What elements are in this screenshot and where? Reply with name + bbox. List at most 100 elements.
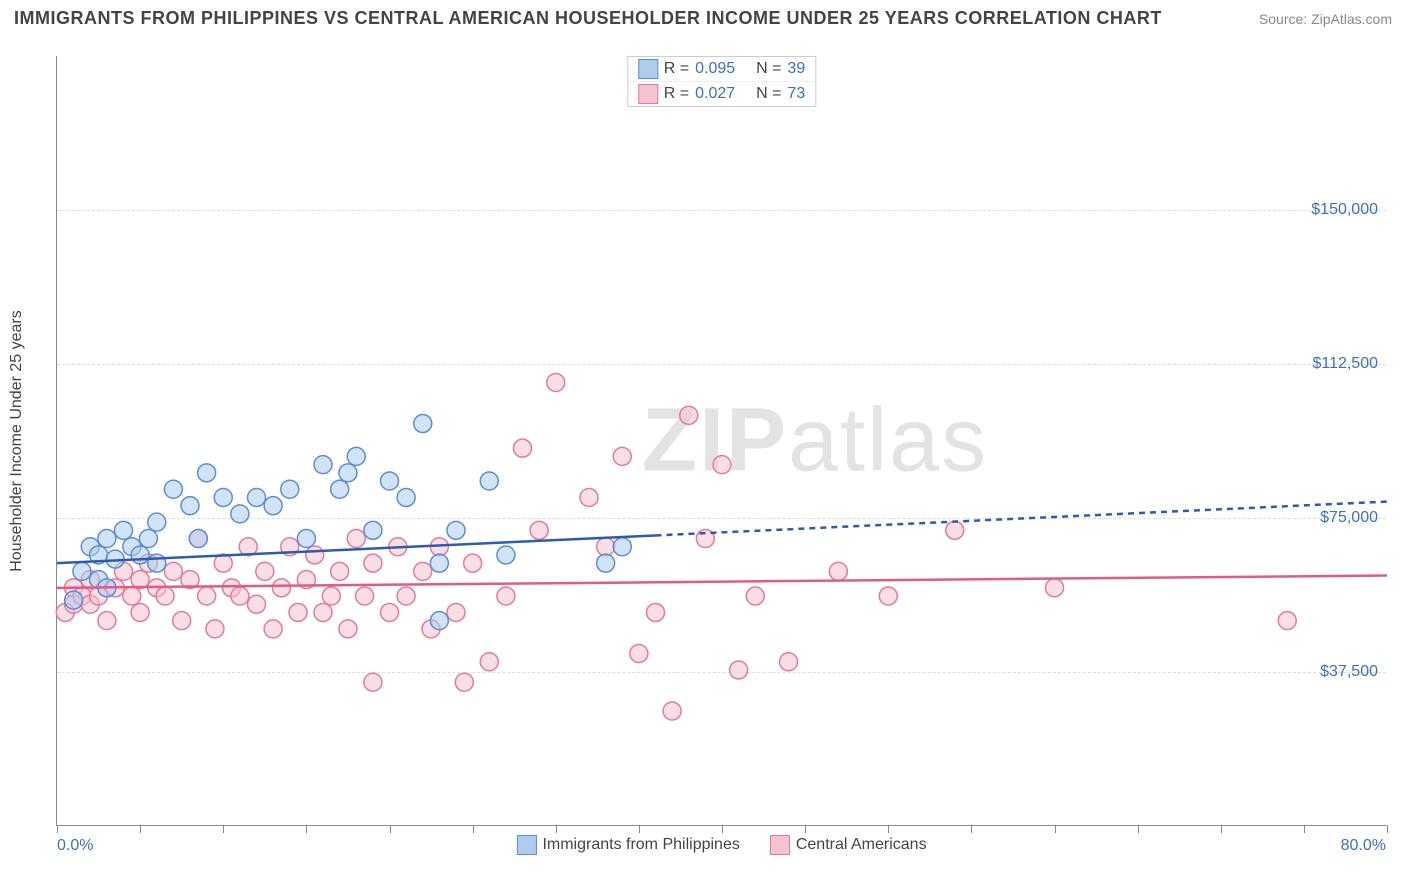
x-tick [971, 825, 972, 833]
data-point [256, 562, 274, 580]
swatch-blue-icon [516, 835, 536, 855]
data-point [946, 521, 964, 539]
legend-row-pink: R = 0.027 N = 73 [628, 81, 815, 106]
data-point [198, 587, 216, 605]
series-legend: Immigrants from Philippines Central Amer… [516, 835, 926, 855]
legend-row-blue: R = 0.095 N = 39 [628, 57, 815, 81]
data-point [455, 673, 473, 691]
data-point [397, 587, 415, 605]
data-point [98, 612, 116, 630]
legend-label-pink: Central Americans [796, 836, 927, 854]
data-point [680, 406, 698, 424]
data-point [164, 480, 182, 498]
data-point [231, 587, 249, 605]
data-point [647, 603, 665, 621]
data-point [189, 530, 207, 548]
data-point [339, 464, 357, 482]
trend-line [57, 575, 1387, 587]
data-point [73, 562, 91, 580]
data-point [447, 521, 465, 539]
data-point [331, 480, 349, 498]
data-point [272, 579, 290, 597]
x-tick [888, 825, 889, 833]
data-point [514, 439, 532, 457]
swatch-pink [638, 84, 658, 104]
data-point [322, 587, 340, 605]
x-axis-min-label: 0.0% [57, 837, 93, 855]
swatch-blue [638, 59, 658, 79]
x-tick [473, 825, 474, 833]
data-point [780, 653, 798, 671]
data-point [1278, 612, 1296, 630]
data-point [123, 587, 141, 605]
data-point [713, 456, 731, 474]
data-point [289, 603, 307, 621]
n-value-pink: 73 [787, 85, 805, 103]
data-point [131, 546, 149, 564]
data-point [730, 661, 748, 679]
scatter-plot [57, 56, 1386, 825]
data-point [65, 591, 83, 609]
data-point [497, 587, 515, 605]
data-point [98, 530, 116, 548]
data-point [580, 488, 598, 506]
data-point [248, 488, 266, 506]
data-point [314, 603, 332, 621]
data-point [248, 595, 266, 613]
data-point [131, 603, 149, 621]
data-point [663, 702, 681, 720]
data-point [297, 530, 315, 548]
data-point [306, 546, 324, 564]
chart-plot-area: Householder Income Under 25 years $37,50… [56, 56, 1386, 826]
data-point [139, 530, 157, 548]
legend-item-pink: Central Americans [770, 835, 927, 855]
data-point [173, 612, 191, 630]
x-tick [722, 825, 723, 833]
data-point [829, 562, 847, 580]
data-point [156, 587, 174, 605]
correlation-legend: R = 0.095 N = 39 R = 0.027 N = 73 [627, 56, 816, 107]
data-point [613, 447, 631, 465]
data-point [181, 497, 199, 515]
data-point [414, 562, 432, 580]
data-point [597, 554, 615, 572]
data-point [231, 505, 249, 523]
swatch-pink-icon [770, 835, 790, 855]
data-point [464, 554, 482, 572]
data-point [264, 620, 282, 638]
r-value-blue: 0.095 [695, 60, 735, 78]
data-point [364, 673, 382, 691]
x-axis-max-label: 80.0% [1341, 837, 1386, 855]
data-point [281, 480, 299, 498]
data-point [115, 521, 133, 539]
data-point [497, 546, 515, 564]
data-point [530, 521, 548, 539]
x-tick [1304, 825, 1305, 833]
data-point [331, 562, 349, 580]
data-point [206, 620, 224, 638]
data-point [198, 464, 216, 482]
legend-label-blue: Immigrants from Philippines [542, 836, 739, 854]
data-point [347, 530, 365, 548]
data-point [597, 538, 615, 556]
x-tick [1387, 825, 1388, 833]
data-point [414, 415, 432, 433]
data-point [547, 373, 565, 391]
x-tick [556, 825, 557, 833]
data-point [613, 538, 631, 556]
data-point [381, 472, 399, 490]
data-point [164, 562, 182, 580]
r-value-pink: 0.027 [695, 85, 735, 103]
x-tick [390, 825, 391, 833]
x-tick [57, 825, 58, 833]
trend-line [656, 502, 1388, 536]
data-point [347, 447, 365, 465]
data-point [364, 521, 382, 539]
data-point [339, 620, 357, 638]
x-tick [639, 825, 640, 833]
y-axis-title: Householder Income Under 25 years [8, 310, 26, 571]
data-point [1046, 579, 1064, 597]
x-tick [1055, 825, 1056, 833]
x-tick [140, 825, 141, 833]
data-point [356, 587, 374, 605]
